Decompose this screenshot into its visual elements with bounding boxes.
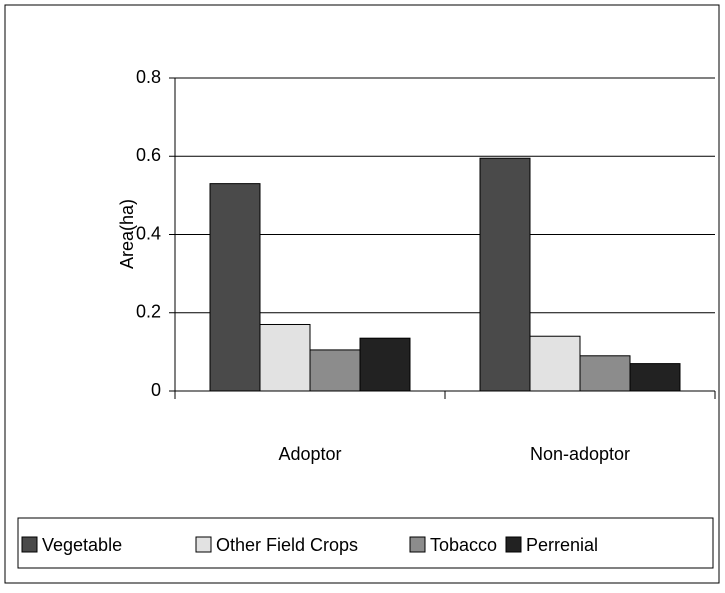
legend-swatch — [195, 536, 212, 553]
y-tick-label: 0.6 — [136, 145, 161, 165]
y-tick-label: 0 — [151, 380, 161, 400]
legend-label: Other Field Crops — [216, 535, 358, 555]
legend-label: Perrenial — [526, 535, 598, 555]
chart-frame — [4, 4, 720, 584]
bar — [359, 337, 411, 392]
bar — [309, 349, 361, 392]
legend-label: Tobacco — [430, 535, 497, 555]
bar — [209, 183, 261, 392]
x-tick-label: Non-adoptor — [530, 444, 630, 464]
bar — [579, 355, 631, 392]
legend-label: Vegetable — [42, 535, 122, 555]
x-tick-label: Adoptor — [278, 444, 341, 464]
legend-box — [17, 517, 714, 569]
bar — [529, 335, 581, 392]
bar — [629, 363, 681, 392]
y-tick-label: 0.2 — [136, 302, 161, 322]
legend-swatch — [21, 536, 38, 553]
bar — [259, 323, 311, 392]
y-tick-label: 0.4 — [136, 223, 161, 243]
legend-swatch — [505, 536, 522, 553]
y-axis-label: Area(ha) — [117, 199, 137, 269]
bar — [479, 157, 531, 392]
y-tick-label: 0.8 — [136, 67, 161, 87]
legend-swatch — [409, 536, 426, 553]
